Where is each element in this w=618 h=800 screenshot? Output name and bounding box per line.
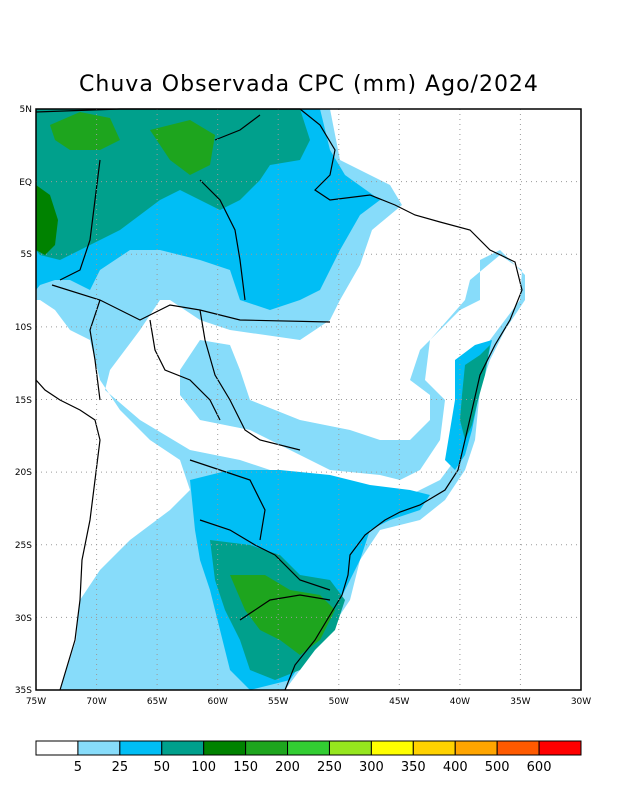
map-title: Chuva Observada CPC (mm) Ago/2024 <box>79 72 539 97</box>
lat-label: EQ <box>19 178 32 188</box>
coastline <box>35 108 523 691</box>
lon-label: 30W <box>571 697 591 707</box>
legend-swatch <box>538 740 582 756</box>
lat-label: 5N <box>20 105 32 115</box>
lon-label: 75W <box>26 697 46 707</box>
legend-swatch <box>77 740 121 756</box>
lat-label: 25S <box>15 541 32 551</box>
lon-label: 60W <box>208 697 228 707</box>
lon-label: 70W <box>86 697 106 707</box>
lon-label: 40W <box>450 697 470 707</box>
legend-label: 100 <box>191 760 216 775</box>
legend-swatch <box>370 740 414 756</box>
legend-label: 25 <box>112 760 129 775</box>
legend-label: 500 <box>485 760 510 775</box>
legend-label: 200 <box>275 760 300 775</box>
legend-swatch <box>412 740 456 756</box>
rain-zone-green-north <box>50 112 120 150</box>
longitude-labels: 75W 70W 65W 60W 55W 50W 45W 40W 35W 30W <box>26 697 591 707</box>
graticule <box>36 109 581 690</box>
rain-zone-light <box>36 109 525 690</box>
legend-label: 600 <box>527 760 552 775</box>
lon-label: 45W <box>389 697 409 707</box>
rain-zone-green-south <box>230 575 335 655</box>
lat-label: 15S <box>15 396 32 406</box>
legend-swatch <box>35 740 79 756</box>
legend-label: 150 <box>233 760 258 775</box>
legend-label: 50 <box>153 760 170 775</box>
map-frame <box>35 108 582 691</box>
lat-label: 35S <box>15 686 32 696</box>
legend-swatch <box>119 740 163 756</box>
lon-label: 35W <box>510 697 530 707</box>
legend-label: 350 <box>401 760 426 775</box>
rain-zone-green-north2 <box>150 120 215 175</box>
latitude-labels: 5N EQ 5S 10S 15S 20S 25S 30S 35S <box>15 105 32 696</box>
lat-label: 10S <box>15 323 32 333</box>
lon-label: 65W <box>147 697 167 707</box>
lat-label: 20S <box>15 468 32 478</box>
legend-label: 250 <box>317 760 342 775</box>
color-legend: 5 25 50 100 150 200 250 300 350 400 500 600 <box>35 740 582 775</box>
lat-label: 5S <box>21 250 33 260</box>
legend-swatch <box>203 740 247 756</box>
legend-swatch <box>161 740 205 756</box>
legend-swatch <box>328 740 372 756</box>
legend-label: 400 <box>443 760 468 775</box>
legend-label: 300 <box>359 760 384 775</box>
lat-label: 30S <box>15 614 32 624</box>
legend-label: 5 <box>74 760 82 775</box>
lon-label: 55W <box>268 697 288 707</box>
legend-swatch <box>454 740 498 756</box>
legend-swatch <box>287 740 330 756</box>
legend-swatch <box>245 740 289 756</box>
legend-swatch <box>496 740 540 756</box>
lon-label: 50W <box>329 697 349 707</box>
rain-zone-green-west <box>36 185 58 255</box>
